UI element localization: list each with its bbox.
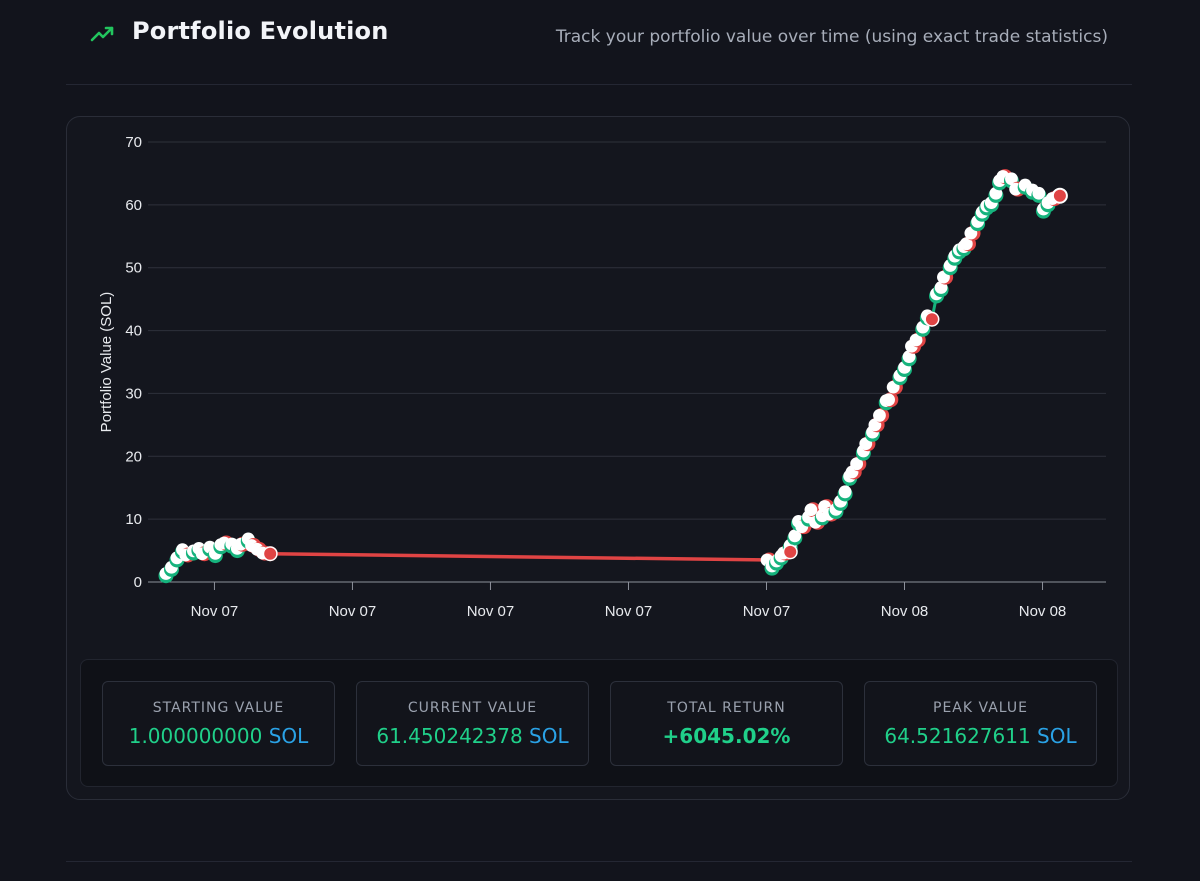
trade-loss-point[interactable] (782, 544, 798, 560)
y-tick-label: 70 (125, 134, 142, 151)
y-axis-label: Portfolio Value (SOL) (98, 292, 115, 433)
data-point-highlight (1005, 172, 1018, 186)
stat-value: 61.450242378 SOL (357, 724, 588, 748)
stat-label: STARTING VALUE (152, 700, 285, 716)
y-tick-label: 0 (134, 574, 142, 591)
page-subtitle: Track your portfolio value over time (us… (555, 27, 1108, 47)
page-title: Portfolio Evolution (132, 17, 389, 45)
stat-current-value: CURRENT VALUE 61.450242378 SOL (356, 681, 589, 766)
stat-value: 64.521627611 SOL (865, 724, 1096, 748)
trade-loss-point[interactable] (262, 546, 278, 562)
chart-grid (148, 141, 1106, 520)
stat-number: 61.450242378 (376, 724, 523, 748)
divider (66, 861, 1132, 862)
stat-unit: SOL (1037, 724, 1077, 748)
data-point-highlight (850, 457, 864, 471)
data-point-highlight (838, 485, 852, 499)
stat-label: PEAK VALUE (933, 700, 1028, 716)
x-tick-label: Nov 07 (743, 603, 791, 620)
series-segment (268, 551, 771, 562)
stat-label: TOTAL RETURN (667, 700, 786, 716)
stats-panel: STARTING VALUE 1.000000000 SOL CURRENT V… (80, 659, 1118, 787)
stat-unit: SOL (268, 724, 309, 748)
data-point-highlight (909, 333, 923, 347)
page-header: Portfolio Evolution Track your portfolio… (66, 0, 1132, 85)
data-point[interactable] (873, 407, 890, 423)
y-tick-label: 30 (125, 385, 142, 402)
data-point[interactable] (787, 529, 803, 546)
stat-starting-value: STARTING VALUE 1.000000000 SOL (102, 681, 335, 766)
stat-value: +6045.02% (611, 724, 842, 748)
y-tick-label: 60 (125, 197, 142, 214)
data-point-highlight (959, 237, 973, 251)
x-tick-label: Nov 08 (1019, 603, 1067, 620)
chart-series-lines (164, 175, 1062, 578)
chart-points (158, 169, 1068, 584)
trade-loss-point[interactable] (924, 311, 940, 327)
x-tick-label: Nov 07 (191, 603, 239, 620)
stat-value: 1.000000000 SOL (103, 724, 334, 748)
data-point[interactable] (837, 485, 853, 502)
y-tick-label: 40 (125, 323, 142, 340)
current-point-dot (1053, 189, 1066, 202)
data-point-highlight (882, 393, 896, 407)
current-value-point[interactable] (1051, 187, 1068, 204)
trending-up-icon (90, 26, 114, 42)
data-point-highlight (804, 503, 818, 517)
data-point-highlight (788, 529, 802, 543)
x-tick-label: Nov 07 (467, 603, 515, 620)
stat-number: 64.521627611 (884, 724, 1031, 748)
loss-point-dot (925, 313, 938, 326)
loss-point-dot (264, 547, 277, 560)
y-tick-label: 20 (125, 448, 142, 465)
data-point-highlight (873, 409, 886, 422)
data-point[interactable] (1031, 186, 1047, 203)
stat-total-return: TOTAL RETURN +6045.02% (610, 681, 843, 766)
data-point-highlight (1032, 186, 1046, 200)
x-tick-label: Nov 07 (329, 603, 377, 620)
x-tick-label: Nov 07 (605, 603, 653, 620)
stat-unit: SOL (529, 724, 569, 748)
y-tick-label: 50 (125, 260, 142, 277)
stat-number: +6045.02% (662, 724, 791, 748)
stat-number: 1.000000000 (128, 724, 263, 748)
x-tick-label: Nov 08 (881, 603, 929, 620)
chart-axes: 0 10 20 30 40 50 60 70 Nov 07 Nov 07 Nov 07 Nov 07 N… (98, 134, 1106, 620)
stat-label: CURRENT VALUE (407, 700, 538, 716)
stat-peak-value: PEAK VALUE 64.521627611 SOL (864, 681, 1097, 766)
loss-point-dot (784, 545, 797, 558)
data-point[interactable] (882, 392, 899, 408)
y-tick-label: 10 (125, 511, 142, 528)
